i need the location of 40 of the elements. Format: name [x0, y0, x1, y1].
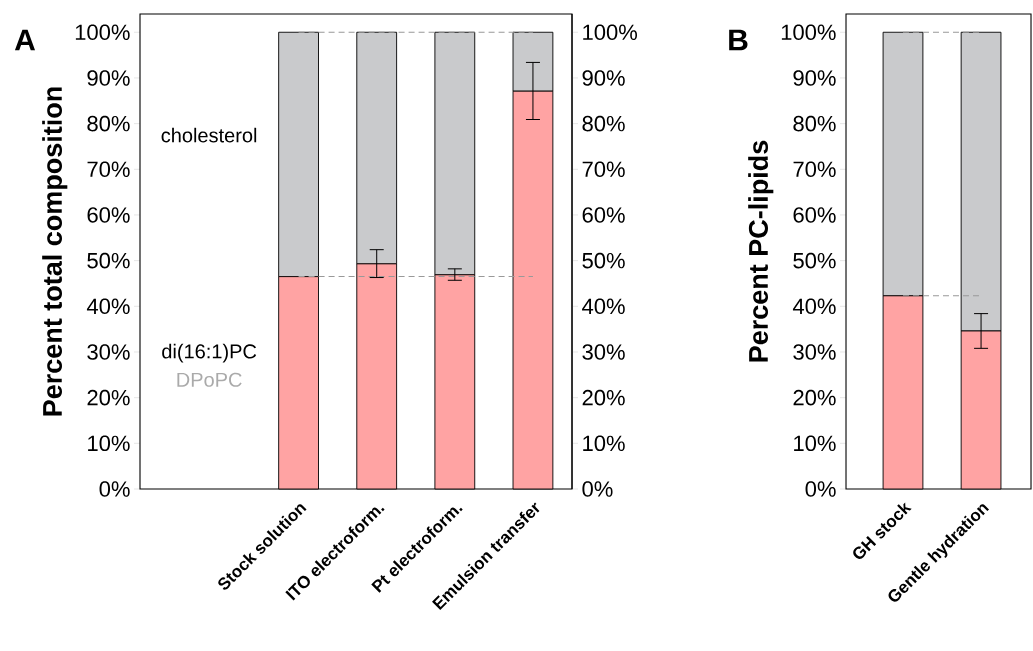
y-tick-label: 30% — [87, 344, 130, 360]
y2-tick-label: 30% — [582, 344, 625, 360]
y-tick-label: 40% — [792, 298, 836, 315]
y-tick-label: 20% — [87, 389, 130, 406]
y2-tick-label: 70% — [582, 161, 625, 178]
y2-tick-label: 60% — [582, 207, 625, 223]
y-tick-label: 40% — [86, 298, 130, 315]
series-label: cholesterol — [161, 127, 257, 143]
text: DPoPC — [177, 372, 242, 387]
y2-tick-label: 40% — [582, 298, 625, 315]
text: A — [14, 29, 36, 51]
y-tick-label: 20% — [793, 389, 836, 406]
y-axis-title: Percent PC-lipids — [748, 140, 774, 362]
y2-tick-label: 100% — [583, 24, 638, 41]
y2-tick-label: 90% — [582, 70, 625, 86]
y-tick-label: 70% — [793, 161, 836, 178]
y-tick-label: 10% — [88, 435, 130, 452]
y-tick-label: 60% — [793, 207, 836, 223]
y-tick-label: 100% — [75, 24, 130, 41]
y2-tick-label: 0% — [582, 481, 613, 497]
y2-tick-label: 20% — [582, 389, 625, 406]
y-tick-label: 50% — [87, 252, 130, 269]
y-tick-label: 90% — [793, 70, 836, 86]
y-tick-label: 90% — [87, 70, 130, 86]
y-axis-title: Percent total composition — [42, 87, 68, 416]
y-tick-label: 80% — [793, 115, 836, 132]
y2-tick-label: 10% — [583, 435, 625, 452]
y-tick-label: 100% — [781, 24, 836, 41]
y-tick-label: 60% — [87, 207, 130, 223]
y-tick-label: 30% — [793, 344, 836, 360]
y-tick-label: 70% — [87, 161, 130, 178]
y2-tick-label: 50% — [582, 252, 625, 269]
text: B — [729, 29, 748, 51]
y2-tick-label: 80% — [582, 115, 625, 132]
y-tick-label: 0% — [99, 481, 130, 497]
y-tick-label: 0% — [805, 481, 836, 497]
series-label: di(16:1)PC — [162, 343, 257, 363]
y-tick-label: 10% — [794, 435, 836, 452]
y-tick-label: 50% — [793, 252, 836, 269]
y-tick-label: 80% — [87, 115, 130, 132]
